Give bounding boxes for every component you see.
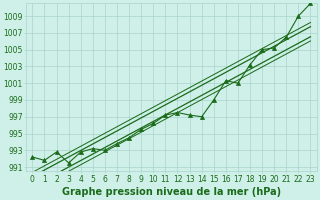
X-axis label: Graphe pression niveau de la mer (hPa): Graphe pression niveau de la mer (hPa) — [62, 187, 281, 197]
